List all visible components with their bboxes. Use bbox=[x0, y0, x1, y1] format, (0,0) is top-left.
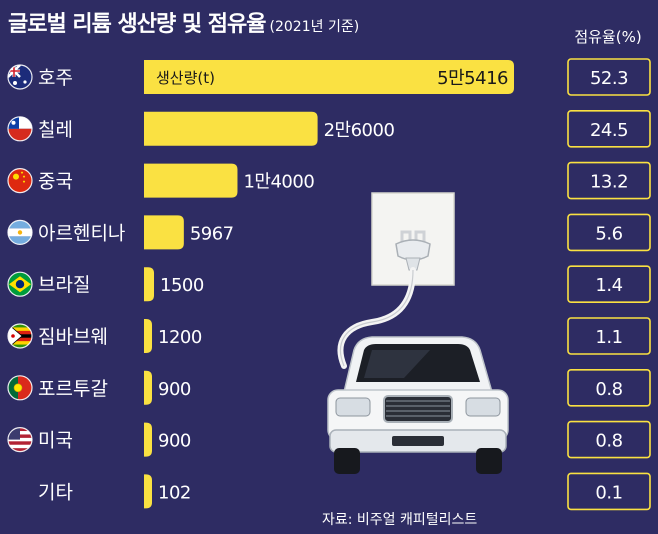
share-box bbox=[567, 420, 651, 459]
share-value: 0.8 bbox=[595, 431, 622, 452]
share-box bbox=[567, 265, 651, 304]
electric-car-illustration bbox=[327, 192, 509, 474]
share-box bbox=[567, 161, 651, 200]
country-label: 미국 bbox=[38, 430, 73, 452]
chart-rows: 호주 5만5416 생산량(t) 52.3 칠레 2만6000 24.5 중국 1만4000 13… bbox=[7, 58, 651, 511]
portugal-flag-icon bbox=[7, 375, 33, 401]
share-box bbox=[567, 472, 651, 511]
car-headlight-left bbox=[335, 397, 371, 417]
brazil-flag-icon bbox=[7, 271, 33, 297]
plug-neck bbox=[405, 257, 421, 271]
bar bbox=[144, 163, 238, 198]
bar bbox=[144, 60, 514, 94]
car-tire-right bbox=[476, 448, 502, 474]
bar bbox=[144, 370, 152, 405]
bar bbox=[144, 422, 152, 457]
bar-value-label: 5만5416 bbox=[437, 68, 508, 89]
share-value: 1.1 bbox=[595, 327, 622, 348]
bar-value-label: 102 bbox=[158, 482, 191, 503]
chart-subtitle: (2021년 기준) bbox=[269, 19, 360, 35]
share-box bbox=[567, 58, 651, 96]
car-headlight-right bbox=[465, 397, 501, 417]
chart-row: 기타 102 0.1 bbox=[38, 472, 651, 511]
share-value: 1.4 bbox=[595, 275, 622, 296]
argentina-flag-icon bbox=[7, 219, 33, 245]
car-lower-intake bbox=[392, 436, 444, 446]
bar bbox=[144, 474, 152, 509]
zimbabwe-flag-icon bbox=[7, 323, 33, 349]
china-flag-icon bbox=[7, 168, 33, 194]
plug-head bbox=[395, 239, 431, 261]
share-box bbox=[567, 317, 651, 355]
bar-value-label: 1500 bbox=[160, 275, 204, 296]
share-box bbox=[567, 213, 651, 252]
chart-row: 호주 5만5416 생산량(t) 52.3 bbox=[7, 58, 651, 96]
chart-row: 중국 1만4000 13.2 bbox=[7, 161, 651, 200]
share-box bbox=[567, 368, 651, 407]
share-value: 0.8 bbox=[595, 379, 622, 400]
share-value: 13.2 bbox=[590, 172, 628, 193]
country-label: 기타 bbox=[38, 481, 73, 503]
share-column-header: 점유율(%) bbox=[574, 28, 642, 46]
country-label: 중국 bbox=[38, 171, 73, 193]
usa-flag-icon bbox=[7, 427, 33, 453]
chile-flag-icon bbox=[7, 116, 33, 142]
country-label: 아르헨티나 bbox=[38, 222, 125, 244]
bar bbox=[144, 111, 318, 146]
share-value: 5.6 bbox=[595, 223, 622, 244]
chart-title: 글로벌 리튬 생산량 및 점유율 (2021년 기준) bbox=[8, 6, 359, 38]
unit-label: 생산량(t) bbox=[156, 69, 215, 87]
chart-row: 짐바브웨 1200 1.1 bbox=[7, 317, 651, 355]
share-value: 24.5 bbox=[590, 120, 628, 141]
chart-row: 칠레 2만6000 24.5 bbox=[7, 110, 651, 148]
bar-value-label: 900 bbox=[158, 431, 191, 452]
country-label: 브라질 bbox=[38, 274, 90, 296]
share-box bbox=[567, 110, 651, 148]
share-value: 52.3 bbox=[590, 68, 628, 89]
bar bbox=[144, 215, 184, 250]
bar-value-label: 2만6000 bbox=[324, 120, 395, 141]
charging-cable-shade bbox=[339, 269, 414, 367]
bar bbox=[144, 319, 153, 353]
source-note: 자료: 비주얼 캐피털리스트 bbox=[322, 512, 478, 528]
bar bbox=[144, 267, 155, 302]
chart-row: 브라질 1500 1.4 bbox=[7, 265, 651, 304]
chart-row: 포르투갈 900 0.8 bbox=[7, 368, 651, 407]
country-label: 칠레 bbox=[38, 119, 73, 141]
share-value: 0.1 bbox=[595, 482, 622, 503]
chart-row: 아르헨티나 5967 5.6 bbox=[7, 213, 651, 252]
country-label: 짐바브웨 bbox=[38, 326, 108, 348]
bar-value-label: 900 bbox=[158, 379, 191, 400]
bar-value-label: 1200 bbox=[158, 327, 202, 348]
windshield-reflection bbox=[364, 350, 430, 378]
bar-value-label: 1만4000 bbox=[243, 172, 314, 193]
car-tire-left bbox=[334, 448, 360, 474]
plug-prongs bbox=[400, 230, 426, 242]
title-text: 글로벌 리튬 생산량 및 점유율 bbox=[8, 12, 267, 37]
australia-flag-icon bbox=[7, 64, 33, 90]
country-label: 호주 bbox=[38, 67, 73, 89]
chart-row: 미국 900 0.8 bbox=[7, 420, 651, 459]
country-label: 포르투갈 bbox=[38, 378, 108, 400]
car-grille bbox=[383, 395, 453, 423]
bar-value-label: 5967 bbox=[190, 223, 234, 244]
